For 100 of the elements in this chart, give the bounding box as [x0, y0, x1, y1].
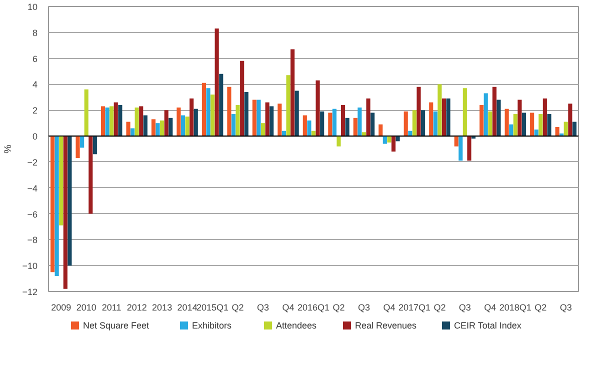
y-tick-label: −6	[27, 209, 38, 220]
bar	[210, 94, 215, 136]
bar	[110, 106, 114, 136]
bar	[302, 115, 307, 136]
bar	[240, 60, 244, 136]
y-tick-label: −4	[27, 183, 38, 194]
bar	[391, 136, 396, 152]
bar	[378, 124, 383, 136]
y-tick-label: 4	[32, 80, 38, 90]
x-tick-label: Q2	[332, 302, 345, 312]
bar	[547, 114, 552, 136]
bar	[568, 104, 572, 136]
x-tick-label: Q3	[560, 302, 572, 312]
bar	[340, 104, 346, 136]
bar	[100, 106, 106, 136]
x-tick-label: Q3	[458, 302, 471, 312]
bar	[50, 136, 55, 272]
bar	[139, 106, 144, 136]
bar	[433, 111, 438, 136]
x-tick-label: Q3	[257, 302, 270, 312]
bar	[126, 122, 130, 136]
bar	[442, 98, 446, 136]
x-tick-label: 2018Q1	[499, 302, 532, 312]
y-tick-label: −8	[27, 235, 38, 246]
bar	[286, 75, 290, 136]
bar	[252, 100, 256, 136]
legend-label: Exhibitors	[192, 320, 232, 330]
bar	[219, 74, 224, 136]
bar	[114, 102, 118, 136]
bar	[458, 136, 463, 161]
y-tick-label: 10	[27, 2, 38, 12]
bar	[88, 136, 93, 214]
x-tick-label: 2017Q1	[398, 302, 430, 312]
bar	[358, 108, 362, 136]
bar	[190, 98, 194, 136]
bar	[202, 82, 206, 136]
bar	[530, 112, 534, 136]
bar	[492, 86, 496, 136]
bar	[513, 114, 518, 136]
bar	[454, 136, 458, 146]
x-tick-label: 2013	[152, 302, 172, 312]
bar	[244, 92, 248, 136]
bar	[76, 136, 80, 158]
bar	[412, 110, 416, 136]
bar	[564, 122, 568, 136]
bar	[522, 112, 526, 136]
legend-label: Real Revenues	[355, 320, 418, 330]
legend-label: CEIR Total Index	[454, 320, 522, 330]
bar	[307, 120, 312, 136]
bar	[429, 102, 434, 136]
bar	[160, 120, 164, 136]
bar	[332, 108, 336, 136]
x-tick-label: Q2	[534, 302, 547, 312]
x-tick-label: Q2	[232, 302, 244, 312]
bar	[59, 136, 64, 226]
x-tick-label: 2014	[177, 302, 198, 312]
bar	[320, 111, 324, 136]
bar	[156, 123, 160, 136]
bar	[54, 136, 59, 276]
bar	[143, 115, 148, 136]
bar	[84, 89, 88, 136]
bar	[509, 124, 514, 136]
bar	[336, 136, 341, 146]
bar	[534, 130, 538, 136]
bar	[496, 100, 501, 136]
bar	[260, 123, 266, 136]
y-tick-label: −2	[27, 157, 38, 168]
bar	[92, 136, 97, 154]
x-tick-label: Q4	[484, 302, 496, 312]
bar	[180, 115, 186, 136]
bar	[134, 108, 139, 136]
bar	[118, 104, 122, 136]
bar	[480, 104, 484, 136]
bar	[316, 80, 320, 136]
bar	[265, 102, 270, 136]
bar	[270, 106, 274, 136]
legend-label: Net Square Feet	[83, 320, 150, 330]
y-axis-title: %	[3, 144, 14, 154]
bar	[387, 136, 392, 143]
bar	[345, 118, 350, 136]
bar	[194, 108, 198, 136]
x-tick-label: 2015Q1	[196, 302, 229, 312]
bar	[404, 111, 408, 136]
bar	[382, 136, 387, 144]
y-tick-label: 2	[32, 106, 38, 116]
legend-label: Attendees	[276, 320, 318, 330]
x-tick-label: 2011	[102, 302, 122, 312]
y-tick-label: −10	[22, 261, 38, 272]
bar	[290, 49, 295, 136]
bar	[231, 114, 236, 136]
bar	[236, 104, 240, 136]
x-tick-label: Q2	[434, 302, 446, 312]
x-tick-label: Q4	[282, 302, 294, 312]
bar	[488, 111, 492, 136]
y-tick-label: 0	[32, 132, 38, 142]
bar	[164, 110, 168, 136]
bar	[168, 118, 173, 136]
bar	[353, 118, 358, 136]
bar	[366, 98, 370, 136]
bar	[370, 112, 375, 136]
